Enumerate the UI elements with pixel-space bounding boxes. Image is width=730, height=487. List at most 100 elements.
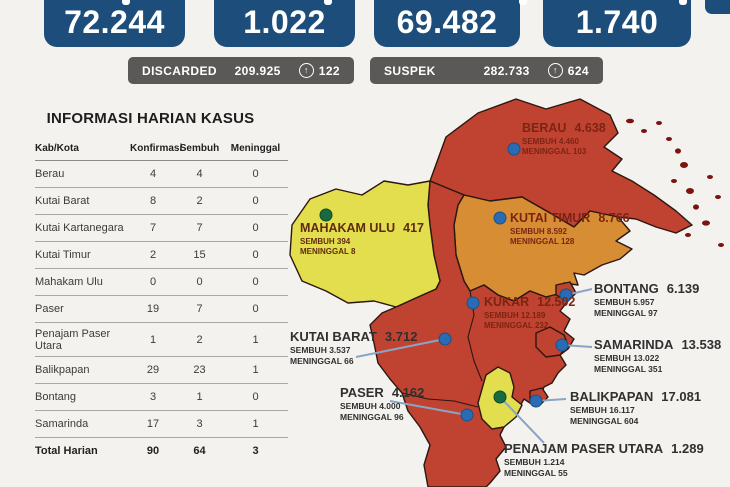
row-confirmed: 19	[146, 303, 160, 315]
badge-suspek-delta: 624	[567, 63, 589, 78]
table-row: Balikpapan 29 23 1	[35, 357, 288, 384]
region-deceased: MENINGGAL 55	[504, 467, 568, 478]
region-markers	[319, 142, 573, 422]
region-cases: 17.081	[661, 389, 702, 404]
row-region: Penajam Paser Utara	[35, 327, 111, 352]
region-deceased: MENINGGAL 97	[594, 307, 658, 318]
region-recovered: SEMBUH 12.189	[484, 310, 546, 320]
region-deceased: MENINGGAL 351	[594, 363, 663, 374]
row-region: Kutai Timur	[35, 249, 91, 261]
region-cases: 4.162	[391, 385, 425, 400]
region-deceased: MENINGGAL 96	[340, 411, 404, 422]
table-row: Kutai Kartanegara 7 7 0	[35, 215, 288, 242]
marker-kukar	[466, 296, 480, 310]
marker-paser	[460, 408, 474, 422]
boundary-paser	[401, 392, 479, 408]
label-samarinda: SAMARINDA 13.538 SEMBUH 13.022 MENINGGAL …	[594, 337, 721, 375]
label-berau: BERAU 4.638 SEMBUH 4.460 MENINGGAL 103	[522, 121, 606, 157]
region-name: MAHAKAM ULU	[300, 221, 396, 235]
region-name: PENAJAM PASER UTARA	[504, 441, 664, 456]
region-name: PASER	[340, 385, 384, 400]
daily-cases-table: Kab/Kota Konfirmasi Sembuh Meninggal Ber…	[35, 137, 288, 464]
region-name: KUKAR	[484, 295, 530, 309]
table-row: Bontang 3 1 0	[35, 384, 288, 411]
region-name: KUTAI BARAT	[290, 329, 377, 344]
badge-suspek-value: 282.733	[483, 63, 530, 78]
row-recovered: 0	[196, 276, 203, 288]
total-deceased: 3	[252, 445, 259, 457]
marker-ppu	[493, 390, 507, 404]
row-deceased: 0	[252, 276, 259, 288]
row-deceased: 0	[252, 391, 259, 403]
region-name: KUTAI TIMUR	[510, 211, 591, 225]
region-name: SAMARINDA	[594, 337, 674, 352]
stat-value-4: 1.740	[575, 4, 659, 40]
row-confirmed: 8	[149, 195, 157, 207]
kaltim-choropleth-map: BERAU 4.638 SEMBUH 4.460 MENINGGAL 103 MA…	[278, 85, 730, 487]
row-region: Berau	[35, 168, 65, 180]
daily-cases-panel: INFORMASI HARIAN KASUS Kab/Kota Konfirma…	[35, 110, 288, 464]
label-kutai-barat: KUTAI BARAT 3.712 SEMBUH 3.537 MENINGGAL …	[290, 329, 417, 367]
badge-suspek-label: SUSPEK	[384, 63, 436, 78]
label-paser: PASER 4.162 SEMBUH 4.000 MENINGGAL 96	[340, 385, 424, 423]
row-deceased: 0	[252, 195, 259, 207]
row-recovered: 2	[196, 333, 203, 346]
partial-stat-box	[705, 0, 730, 14]
row-confirmed: 7	[149, 222, 157, 234]
region-cases: 6.139	[666, 281, 700, 296]
table-header-row: Kab/Kota Konfirmasi Sembuh Meninggal	[35, 137, 288, 161]
cut-icon-fragment	[679, 0, 687, 5]
row-region: Paser	[35, 303, 64, 315]
stat-value-2: 1.022	[243, 4, 326, 40]
label-bontang: BONTANG 6.139 SEMBUH 5.957 MENINGGAL 97	[594, 281, 699, 319]
row-deceased: 0	[252, 249, 259, 261]
badge-discarded-value: 209.925	[234, 63, 281, 78]
region-cases: 1.289	[671, 441, 704, 456]
row-confirmed: 1	[149, 333, 157, 346]
region-recovered: SEMBUH 3.537	[290, 345, 351, 356]
row-recovered: 7	[196, 222, 203, 234]
region-name: BERAU	[522, 121, 567, 135]
region-recovered: SEMBUH 5.957	[594, 297, 655, 308]
cut-icon-fragment	[324, 0, 332, 5]
row-region: Samarinda	[35, 418, 89, 430]
stat-box-1: 72.244	[44, 0, 185, 47]
badge-discarded-label: DISCARDED	[142, 63, 217, 78]
label-kukar: KUKAR 12.502 SEMBUH 12.189 MENINGGAL 232	[484, 295, 575, 331]
cut-icon-fragment	[519, 0, 527, 5]
table-row: Penajam Paser Utara 1 2 1	[35, 323, 288, 357]
row-deceased: 1	[252, 333, 259, 346]
marker-kutai-timur	[493, 211, 507, 225]
stat-box-2: 1.022	[214, 0, 355, 47]
row-recovered: 15	[193, 249, 206, 261]
col-header-region: Kab/Kota	[35, 143, 79, 154]
region-name: BALIKPAPAN	[570, 389, 654, 404]
table-row: Mahakam Ulu 0 0 0	[35, 269, 288, 296]
badge-suspek: SUSPEK 282.733 ↑ 624	[370, 57, 603, 84]
row-deceased: 0	[252, 168, 259, 180]
up-arrow-icon: ↑	[298, 63, 314, 78]
table-row: Paser 19 7 0	[35, 296, 288, 323]
total-confirmed: 90	[146, 445, 160, 457]
panel-title: INFORMASI HARIAN KASUS	[46, 110, 255, 127]
badge-discarded: DISCARDED 209.925 ↑ 122	[128, 57, 354, 84]
row-confirmed: 3	[149, 391, 157, 403]
region-name: BONTANG	[594, 281, 659, 296]
region-deceased: MENINGGAL 604	[570, 415, 639, 426]
marker-mahakam-ulu	[319, 208, 333, 222]
row-region: Kutai Barat	[35, 195, 90, 207]
row-recovered: 23	[193, 364, 206, 376]
table-total-row: Total Harian 90 64 3	[35, 438, 288, 464]
row-confirmed: 0	[149, 276, 157, 288]
region-recovered: SEMBUH 394	[300, 236, 351, 246]
marker-kutai-barat	[438, 332, 452, 346]
region-recovered: SEMBUH 13.022	[594, 353, 660, 364]
region-deceased: MENINGGAL 232	[484, 320, 549, 330]
label-kutai-timur: KUTAI TIMUR 8.766 SEMBUH 8.592 MENINGGAL …	[510, 211, 630, 247]
label-mahakam-ulu: MAHAKAM ULU 417 SEMBUH 394 MENINGGAL 8	[300, 221, 424, 257]
table-row: Samarinda 17 3 1	[35, 411, 288, 438]
table-row: Kutai Timur 2 15 0	[35, 242, 288, 269]
cut-icon-fragment	[122, 0, 130, 5]
row-recovered: 1	[196, 391, 203, 403]
col-header-confirmed: Konfirmasi	[130, 143, 183, 154]
